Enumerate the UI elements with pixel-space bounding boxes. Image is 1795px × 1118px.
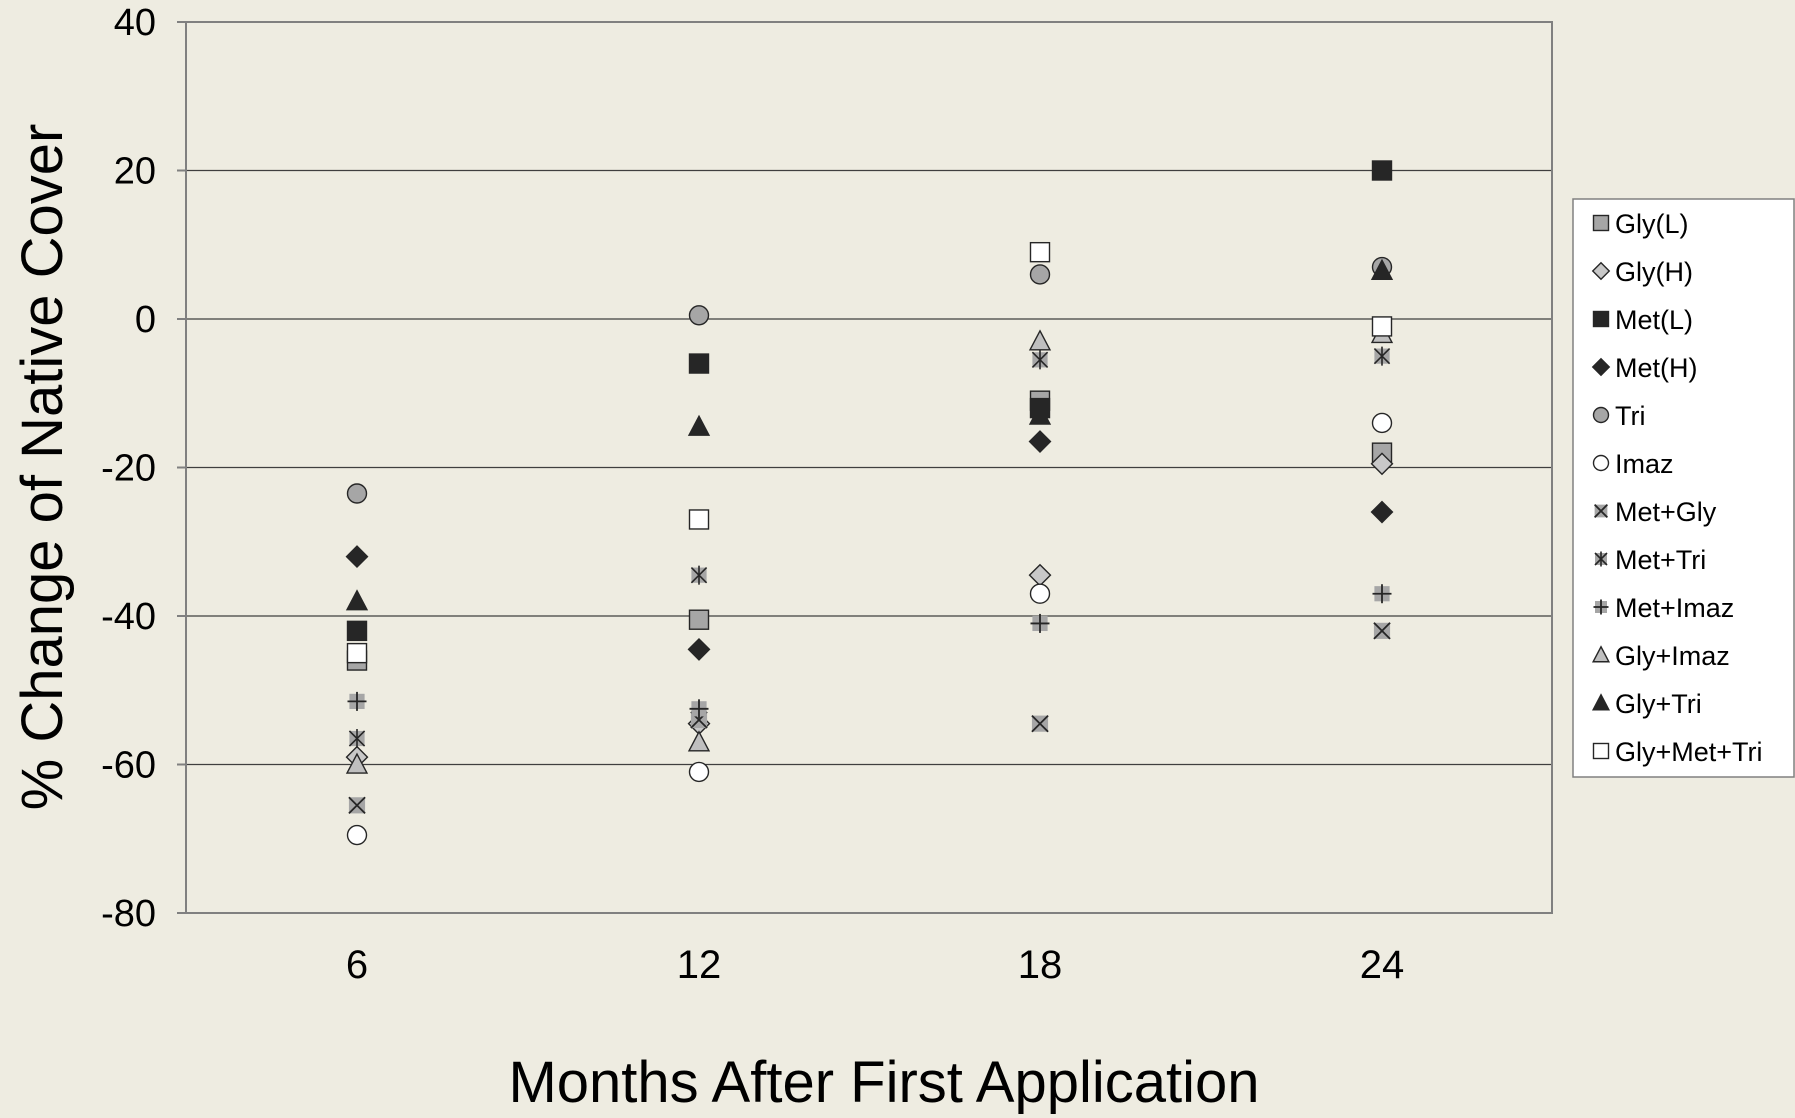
data-point-met-tri-24 — [1373, 346, 1391, 366]
data-point-met-imaz-24 — [1372, 584, 1392, 604]
y-tick-label: -60 — [101, 745, 156, 787]
x-tick-label: 12 — [677, 943, 722, 987]
data-points — [345, 160, 1394, 846]
legend-marker-met-tri — [1594, 551, 1608, 567]
data-point-met-tri-6 — [348, 729, 366, 749]
legend-label-gly-tri: Gly+Tri — [1615, 689, 1702, 719]
y-axis-title: % Change of Native Cover — [10, 124, 75, 811]
legend-label-met-tri: Met+Tri — [1615, 545, 1706, 575]
data-point-gly-imaz-6 — [345, 752, 369, 774]
legend-label-gly-imaz: Gly+Imaz — [1615, 641, 1730, 671]
legend-label-tri: Tri — [1615, 401, 1645, 431]
data-point-met-h-12 — [687, 637, 711, 661]
data-point-gly-tri-12 — [687, 414, 711, 436]
x-tick-label: 18 — [1018, 943, 1063, 987]
legend-label-met-imaz: Met+Imaz — [1615, 593, 1734, 623]
data-point-met-l-24 — [1371, 160, 1393, 181]
y-tick-label: -80 — [101, 893, 156, 935]
legend-marker-met-h — [1591, 357, 1611, 377]
legend-label-imaz: Imaz — [1615, 449, 1674, 479]
legend-marker-gly-tri — [1591, 693, 1611, 711]
y-tick-label: 0 — [135, 299, 156, 341]
data-point-gly-imaz-18 — [1028, 329, 1052, 351]
data-point-met-h-6 — [345, 545, 369, 569]
legend-label-met-l: Met(L) — [1615, 305, 1693, 335]
data-point-gly-met-tri-18 — [1029, 241, 1051, 263]
data-point-tri-18 — [1029, 264, 1051, 285]
y-tick-label: -40 — [101, 596, 156, 638]
data-point-met-tri-18 — [1031, 350, 1049, 370]
legend-label-gly-met-tri: Gly+Met+Tri — [1615, 737, 1763, 767]
y-tick-label: 40 — [114, 2, 156, 44]
x-axis-title: Months After First Application — [508, 1050, 1259, 1115]
data-point-gly-met-tri-24 — [1371, 316, 1393, 337]
data-point-gly-tri-18 — [1028, 403, 1052, 425]
data-point-met-imaz-12 — [689, 699, 709, 719]
data-point-tri-12 — [688, 305, 710, 326]
data-point-met-l-6 — [346, 620, 368, 642]
x-axis-ticks: 6 12 18 24 — [346, 943, 1404, 987]
legend-label-gly-h: Gly(H) — [1615, 257, 1693, 287]
data-point-gly-imaz-12 — [687, 730, 711, 752]
legend-marker-gly-met-tri — [1592, 742, 1610, 760]
data-point-met-gly-24 — [1373, 622, 1391, 640]
data-point-imaz-6 — [346, 824, 368, 846]
legend: Gly(L) Gly(H) Met(L) Met(H) Tri Imaz Met+Gly Me… — [1572, 198, 1795, 778]
data-point-gly-tri-6 — [345, 589, 369, 611]
legend-marker-met-imaz — [1593, 599, 1609, 615]
legend-marker-imaz — [1592, 454, 1610, 472]
data-point-met-gly-18 — [1031, 714, 1049, 733]
grid-lines — [186, 169, 1552, 766]
data-point-tri-6 — [346, 483, 368, 504]
data-point-met-imaz-6 — [347, 691, 367, 711]
legend-marker-tri — [1592, 406, 1610, 424]
legend-marker-gly-h — [1591, 261, 1611, 281]
legend-box — [1572, 198, 1795, 778]
legend-label-met-h: Met(H) — [1615, 353, 1698, 383]
data-point-imaz-24 — [1371, 412, 1393, 434]
legend-marker-met-gly — [1593, 503, 1609, 519]
data-point-gly-h-24 — [1370, 452, 1394, 476]
data-point-imaz-18 — [1029, 583, 1051, 604]
legend-marker-gly-imaz — [1591, 645, 1611, 663]
legend-marker-met-l — [1592, 310, 1610, 328]
data-point-met-imaz-18 — [1030, 613, 1050, 633]
data-point-gly-h-18 — [1028, 563, 1052, 587]
legend-label-met-gly: Met+Gly — [1615, 497, 1717, 527]
x-tick-label: 24 — [1360, 943, 1405, 987]
y-axis-ticks: 40 20 0 -20 -40 -60 -80 — [101, 2, 186, 935]
x-tick-label: 6 — [346, 943, 368, 987]
data-point-met-tri-12 — [690, 565, 708, 585]
y-tick-label: -20 — [101, 448, 156, 490]
data-point-imaz-12 — [688, 761, 710, 783]
data-point-met-h-18 — [1028, 430, 1052, 453]
legend-marker-gly-l — [1592, 214, 1610, 232]
data-point-gly-tri-24 — [1370, 258, 1394, 280]
legend-label-gly-l: Gly(L) — [1615, 209, 1689, 239]
data-point-met-h-24 — [1370, 500, 1394, 524]
data-point-gly-met-tri-6 — [346, 642, 368, 664]
data-point-gly-met-tri-12 — [688, 509, 710, 530]
data-point-met-gly-6 — [348, 796, 366, 815]
data-point-gly-l-12 — [688, 609, 710, 630]
data-point-met-l-12 — [688, 353, 710, 374]
y-tick-label: 20 — [114, 151, 156, 193]
